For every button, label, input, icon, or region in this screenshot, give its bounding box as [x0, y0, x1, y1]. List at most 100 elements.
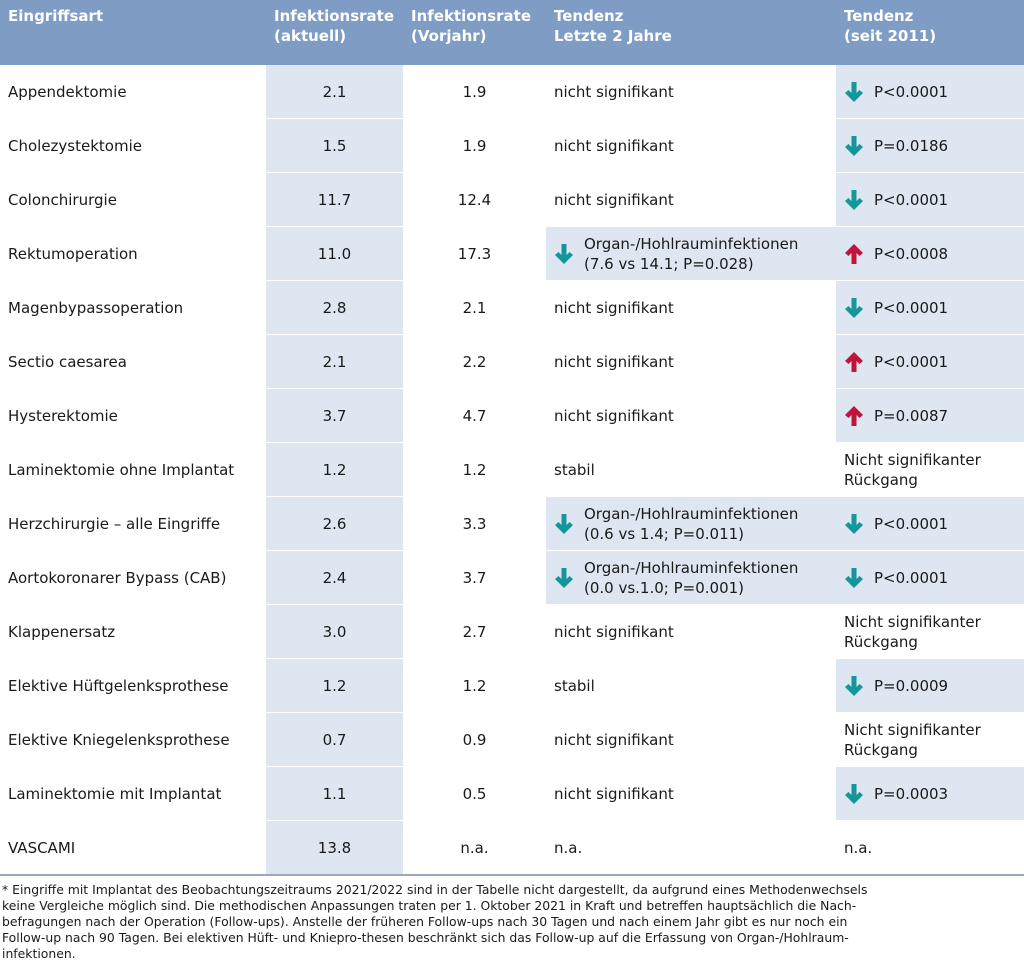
rate-cell: 2.1: [403, 280, 546, 335]
arrow-shape: [845, 243, 863, 264]
trend-content: Nicht signifikanter Rückgang: [844, 612, 1016, 652]
trend-content: P<0.0008: [844, 243, 1016, 265]
header-cell: Infektionsrate (aktuell): [266, 0, 403, 65]
rate-cell: 1.1: [266, 766, 403, 821]
trend-cell: nicht signifikant: [546, 334, 836, 389]
procedure-cell: Laminektomie ohne Implantat: [0, 442, 266, 497]
trend-text: Organ-/Hohlrauminfektionen (0.0 vs.1.0; …: [584, 558, 799, 597]
arrow-shape: [555, 567, 573, 588]
trend-content: Nicht signifikanter Rückgang: [844, 450, 1016, 490]
arrow-down: [845, 189, 863, 210]
trend-content: P<0.0001: [844, 513, 1016, 535]
rate-cell: 2.6: [266, 496, 403, 551]
rate-cell: 1.9: [403, 118, 546, 173]
trend-content: nicht signifikant: [554, 136, 828, 156]
rate-cell: 1.2: [403, 658, 546, 713]
trend-cell: P=0.0003: [836, 766, 1024, 821]
procedure-cell: Klappenersatz: [0, 604, 266, 659]
table-row: Klappenersatz 3.0 2.7 nicht signifikant Nich…: [0, 604, 1024, 659]
trend-cell: nicht signifikant: [546, 712, 836, 767]
trend-content: nicht signifikant: [554, 190, 828, 210]
arrow-down: [845, 675, 863, 696]
rate-cell: 11.7: [266, 172, 403, 227]
trend-text: Organ-/Hohlrauminfektionen (7.6 vs 14.1;…: [584, 234, 799, 273]
rate-cell: 2.7: [403, 604, 546, 659]
procedure-cell: Laminektomie mit Implantat: [0, 766, 266, 821]
trend-text: P=0.0009: [874, 676, 949, 695]
procedure-cell: Sectio caesarea: [0, 334, 266, 389]
trend-cell: Organ-/Hohlrauminfektionen (0.0 vs.1.0; …: [546, 550, 836, 605]
trend-content: P=0.0186: [844, 135, 1016, 157]
rate-cell: 1.5: [266, 118, 403, 173]
trend-text: Organ-/Hohlrauminfektionen (0.6 vs 1.4; …: [584, 504, 799, 543]
trend-content: P<0.0001: [844, 81, 1016, 103]
trend-text: nicht signifikant: [554, 190, 674, 209]
arrow-shape: [845, 135, 863, 156]
rate-cell: 1.2: [266, 658, 403, 713]
trend-content: P=0.0009: [844, 675, 1016, 697]
trend-text: P<0.0001: [874, 190, 949, 209]
trend-content: Organ-/Hohlrauminfektionen (0.0 vs.1.0; …: [554, 558, 828, 598]
trend-cell: P<0.0008: [836, 226, 1024, 281]
trend-text: nicht signifikant: [554, 730, 674, 749]
rate-cell: 2.4: [266, 550, 403, 605]
arrow-up: [845, 405, 863, 426]
trend-content: n.a.: [554, 838, 828, 858]
table-row: Magenbypassoperation 2.8 2.1 nicht signifik…: [0, 280, 1024, 335]
trend-cell: P<0.0001: [836, 280, 1024, 335]
trend-text: nicht signifikant: [554, 622, 674, 641]
trend-text: P<0.0001: [874, 568, 949, 587]
trend-cell: P<0.0001: [836, 496, 1024, 551]
trend-text: n.a.: [844, 838, 873, 857]
trend-content: nicht signifikant: [554, 406, 828, 426]
trend-text: P<0.0001: [874, 514, 949, 533]
arrow-down: [845, 567, 863, 588]
trend-cell: Nicht signifikanter Rückgang: [836, 442, 1024, 497]
arrow-up: [845, 351, 863, 372]
arrow-shape: [845, 81, 863, 102]
trend-cell: P<0.0001: [836, 65, 1024, 119]
procedure-cell: VASCAMI: [0, 820, 266, 876]
rate-cell: 4.7: [403, 388, 546, 443]
rate-cell: 2.1: [266, 65, 403, 119]
trend-text: nicht signifikant: [554, 136, 674, 155]
trend-text: P=0.0003: [874, 784, 949, 803]
table-row: Elektive Hüftgelenksprothese 1.2 1.2 stabil…: [0, 658, 1024, 713]
arrow-down: [845, 81, 863, 102]
procedure-cell: Colonchirurgie: [0, 172, 266, 227]
arrow-shape: [555, 513, 573, 534]
trend-cell: Organ-/Hohlrauminfektionen (7.6 vs 14.1;…: [546, 226, 836, 281]
trend-cell: nicht signifikant: [546, 65, 836, 119]
table-row: Sectio caesarea 2.1 2.2 nicht signifikant P<…: [0, 334, 1024, 389]
trend-cell: nicht signifikant: [546, 118, 836, 173]
table-row: Elektive Kniegelenksprothese 0.7 0.9 nicht …: [0, 712, 1024, 767]
procedure-cell: Rektumoperation: [0, 226, 266, 281]
trend-cell: P<0.0001: [836, 172, 1024, 227]
trend-content: nicht signifikant: [554, 622, 828, 642]
rate-cell: 3.3: [403, 496, 546, 551]
trend-text: nicht signifikant: [554, 298, 674, 317]
rate-cell: 3.0: [266, 604, 403, 659]
rate-cell: 12.4: [403, 172, 546, 227]
table-row: Herzchirurgie – alle Eingriffe 2.6 3.3 Orga…: [0, 496, 1024, 551]
trend-cell: n.a.: [546, 820, 836, 876]
trend-cell: P<0.0001: [836, 550, 1024, 605]
header-cell: Tendenz Letzte 2 Jahre: [546, 0, 836, 65]
arrow-down: [555, 513, 573, 534]
arrow-shape: [845, 297, 863, 318]
trend-content: n.a.: [844, 838, 1016, 858]
header-cell: Eingriffsart: [0, 0, 266, 65]
trend-content: stabil: [554, 460, 828, 480]
procedure-cell: Magenbypassoperation: [0, 280, 266, 335]
rate-cell: 0.7: [266, 712, 403, 767]
trend-cell: nicht signifikant: [546, 604, 836, 659]
procedure-cell: Hysterektomie: [0, 388, 266, 443]
arrow-down: [845, 783, 863, 804]
trend-text: P<0.0001: [874, 352, 949, 371]
rate-cell: 2.8: [266, 280, 403, 335]
trend-content: nicht signifikant: [554, 352, 828, 372]
arrow-shape: [845, 675, 863, 696]
trend-content: Organ-/Hohlrauminfektionen (7.6 vs 14.1;…: [554, 234, 828, 274]
arrow-shape: [845, 351, 863, 372]
rate-cell: 2.2: [403, 334, 546, 389]
